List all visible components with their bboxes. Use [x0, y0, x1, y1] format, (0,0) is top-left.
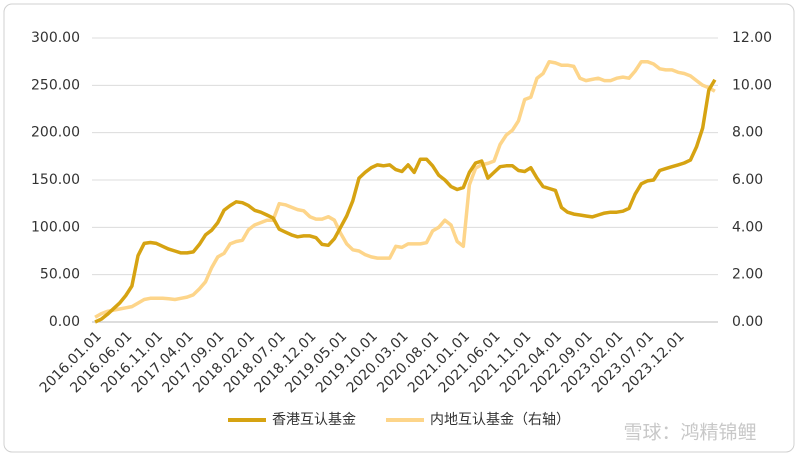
- y-tick-label: 150.00: [31, 172, 80, 188]
- y2-tick-label: 0.00: [732, 314, 763, 330]
- watermark: 雪球：鸿精锦鲤: [623, 422, 756, 444]
- y2-tick-label: 10.00: [732, 77, 772, 93]
- y-tick-label: 300.00: [31, 30, 80, 46]
- series-line: [94, 59, 716, 319]
- series-line: [94, 78, 717, 324]
- y-tick-label: 50.00: [40, 267, 80, 283]
- y2-tick-label: 4.00: [732, 219, 763, 235]
- chart-frame: [3, 3, 795, 453]
- y2-tick-label: 12.00: [732, 30, 772, 46]
- y-tick-label: 250.00: [31, 77, 80, 93]
- y-tick-label: 0.00: [49, 314, 80, 330]
- y-tick-label: 100.00: [31, 219, 80, 235]
- y-tick-label: 200.00: [31, 125, 80, 141]
- y2-tick-label: 8.00: [732, 125, 763, 141]
- y2-tick-label: 2.00: [732, 267, 763, 283]
- legend-label: 内地互认基金（右轴）: [430, 411, 570, 428]
- legend-label: 香港互认基金: [272, 411, 356, 428]
- y2-tick-label: 6.00: [732, 172, 763, 188]
